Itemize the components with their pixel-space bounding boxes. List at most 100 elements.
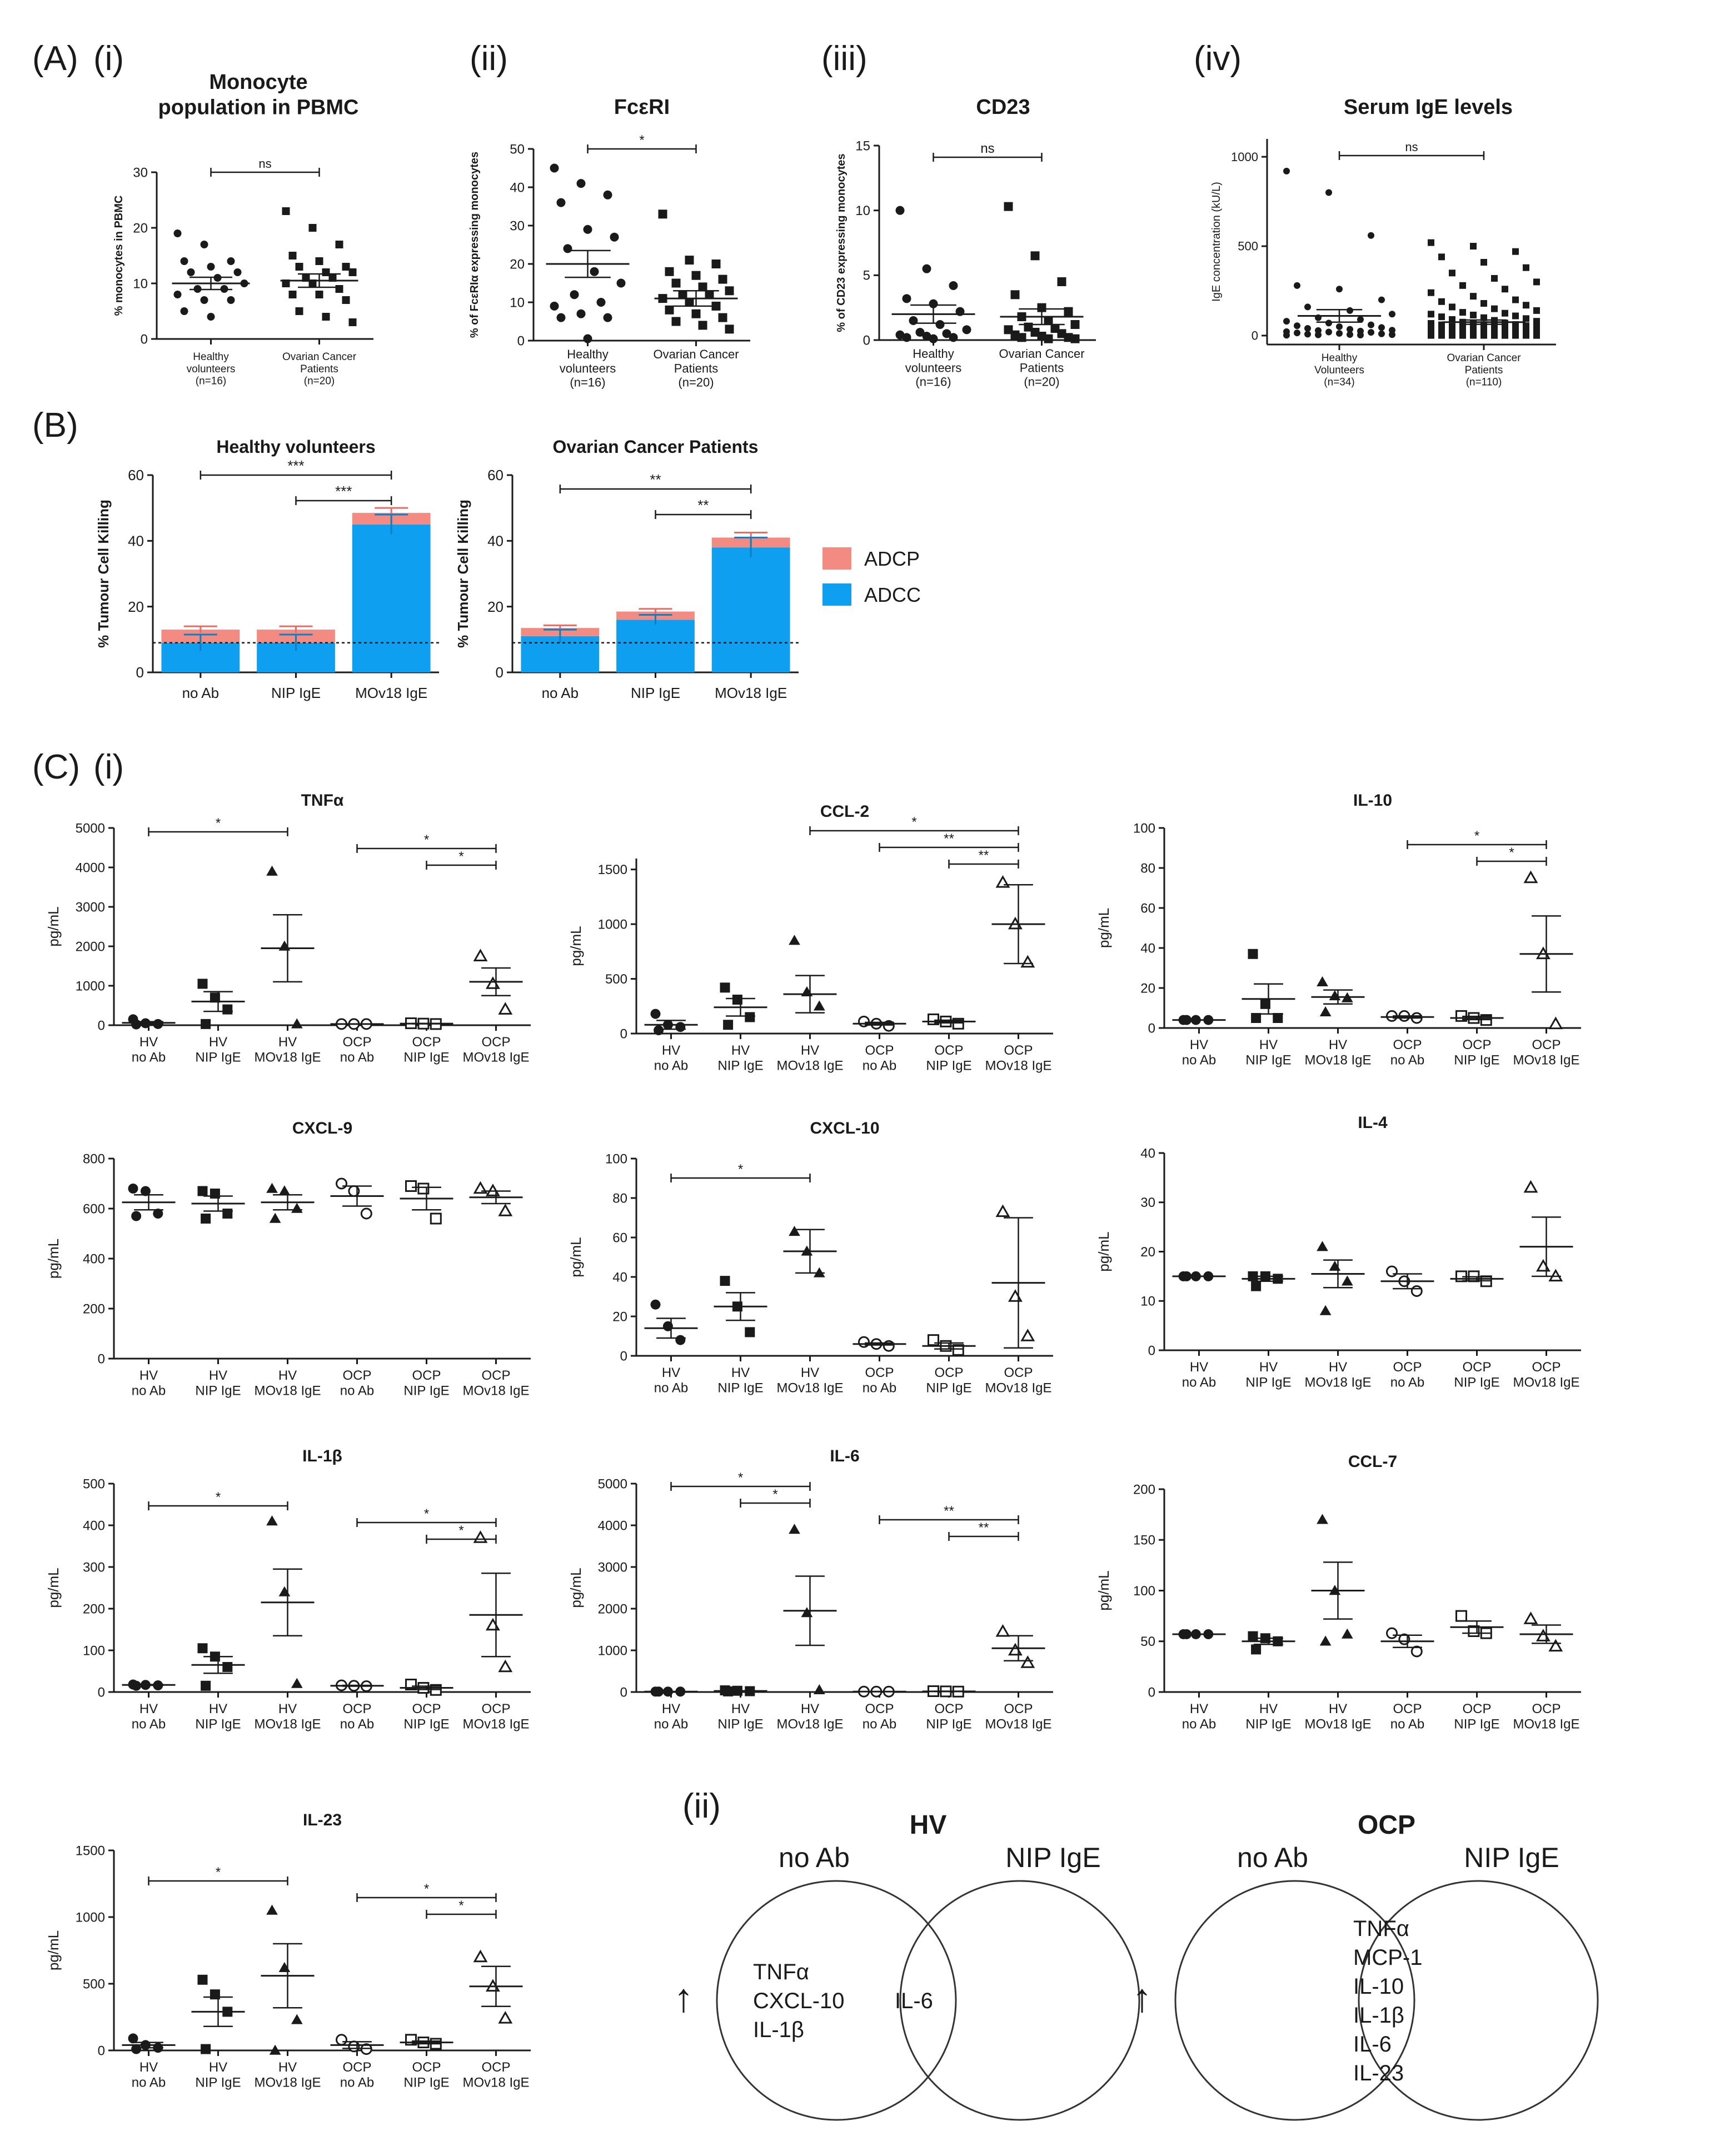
x-category-label: MOv18 IgE — [985, 1059, 1051, 1074]
y-tick-label: 1500 — [598, 862, 627, 877]
panel-label-a-i: (i) — [93, 39, 124, 78]
data-point — [685, 298, 694, 307]
chart-A-iv: Serum IgE levels IgE concentration (kU/L)… — [1210, 96, 1556, 388]
data-point — [550, 163, 559, 173]
x-category-label: OCP — [342, 1701, 371, 1716]
y-tick-label: 0 — [620, 1349, 627, 1364]
data-point — [671, 278, 681, 288]
data-point — [1438, 253, 1445, 261]
venn-circle-right — [1358, 1880, 1599, 2121]
significance-label: ** — [944, 831, 954, 846]
data-point — [153, 1209, 163, 1219]
data-point — [665, 305, 674, 315]
data-point — [315, 257, 323, 265]
y-axis-label: pg/mL — [567, 1237, 584, 1277]
data-point — [207, 263, 215, 271]
x-category-label: OCP — [342, 1035, 371, 1050]
y-tick-label: 0 — [496, 664, 503, 681]
chart-title: IL-6 — [830, 1447, 859, 1465]
x-category-label: (n=16) — [196, 376, 226, 387]
x-category-label: (n=34) — [1324, 377, 1354, 388]
data-point — [485, 1184, 500, 1196]
up-arrow-icon: ↑ — [1132, 1976, 1152, 2020]
data-point — [197, 979, 208, 989]
x-category-label: NIP IgE — [1245, 1717, 1291, 1732]
bar-adcc — [711, 547, 790, 672]
x-category-label: NIP IgE — [403, 1384, 449, 1399]
data-point — [1512, 312, 1519, 320]
data-point — [288, 252, 297, 259]
x-category-label: NIP IgE — [631, 685, 680, 701]
significance-label: ** — [979, 1520, 989, 1535]
y-tick-label: 100 — [605, 1151, 627, 1166]
data-point — [1378, 324, 1385, 331]
x-category-label: OCP — [1393, 1360, 1422, 1375]
x-category-label: Healthy — [193, 351, 229, 363]
x-category-label: no Ab — [1182, 1717, 1216, 1732]
x-category-label: OCP — [865, 1365, 894, 1380]
data-point — [685, 256, 694, 265]
chart-title: Serum IgE levels — [1344, 96, 1513, 119]
data-point — [789, 1226, 800, 1236]
x-category-label: HV — [278, 2060, 297, 2075]
y-tick-label: 30 — [133, 165, 148, 180]
data-point — [485, 1618, 500, 1631]
legend-swatch-adcp — [822, 547, 851, 570]
y-tick-label: 20 — [1140, 981, 1155, 996]
data-point — [1438, 332, 1445, 339]
x-category-label: NIP IgE — [717, 1717, 763, 1732]
y-tick-label: 5 — [863, 268, 870, 283]
y-tick-label: 20 — [133, 221, 148, 236]
data-point — [1010, 290, 1020, 300]
x-category-label: HV — [209, 1701, 227, 1716]
significance-label: ** — [979, 848, 989, 863]
venn-circle-left — [1174, 1880, 1415, 2121]
data-point — [1357, 331, 1364, 338]
chart-title: FcεRI — [614, 96, 670, 119]
data-point — [1523, 870, 1538, 884]
data-point — [1523, 1180, 1538, 1193]
data-point — [1057, 277, 1066, 286]
y-axis-label: pg/mL — [45, 1930, 62, 1970]
x-category-label: NIP IgE — [195, 1717, 241, 1732]
data-point — [1378, 296, 1385, 303]
x-category-label: OCP — [342, 1368, 371, 1383]
data-point — [1459, 309, 1466, 316]
data-point — [1368, 329, 1374, 336]
x-category-label: HV — [1190, 1360, 1208, 1375]
x-category-label: no Ab — [863, 1717, 896, 1732]
x-category-label: no Ab — [132, 1050, 166, 1065]
y-tick-label: 2000 — [598, 1601, 627, 1616]
x-category-label: HV — [1329, 1037, 1347, 1052]
data-point — [813, 1684, 825, 1695]
data-point — [180, 257, 188, 265]
x-category-label: HV — [278, 1701, 297, 1716]
data-point — [1304, 331, 1311, 338]
data-point — [322, 268, 330, 276]
x-category-label: OCP — [1462, 1037, 1491, 1052]
x-category-label: no Ab — [340, 2075, 374, 2090]
x-category-label: HV — [801, 1365, 819, 1380]
x-category-label: HV — [139, 1701, 158, 1716]
y-tick-label: 20 — [612, 1309, 627, 1324]
data-point — [895, 206, 905, 215]
data-point — [360, 1207, 372, 1220]
data-point — [616, 278, 626, 288]
x-category-label: OCP — [1004, 1701, 1033, 1716]
significance-label: ** — [650, 471, 661, 488]
legend-label-adcc: ADCC — [864, 583, 921, 606]
x-category-label: OCP — [934, 1365, 963, 1380]
data-point — [1428, 239, 1434, 246]
data-point — [1491, 305, 1498, 312]
data-point — [650, 1009, 661, 1019]
x-category-label: OCP — [934, 1701, 963, 1716]
x-category-label: (n=20) — [304, 376, 335, 387]
data-point — [1449, 303, 1455, 311]
chart-title: population in PBMC — [158, 96, 359, 119]
significance-label: * — [458, 1523, 463, 1538]
data-point — [949, 281, 958, 290]
x-category-label: no Ab — [1390, 1717, 1424, 1732]
y-tick-label: 300 — [83, 1560, 105, 1575]
data-point — [336, 2034, 347, 2046]
